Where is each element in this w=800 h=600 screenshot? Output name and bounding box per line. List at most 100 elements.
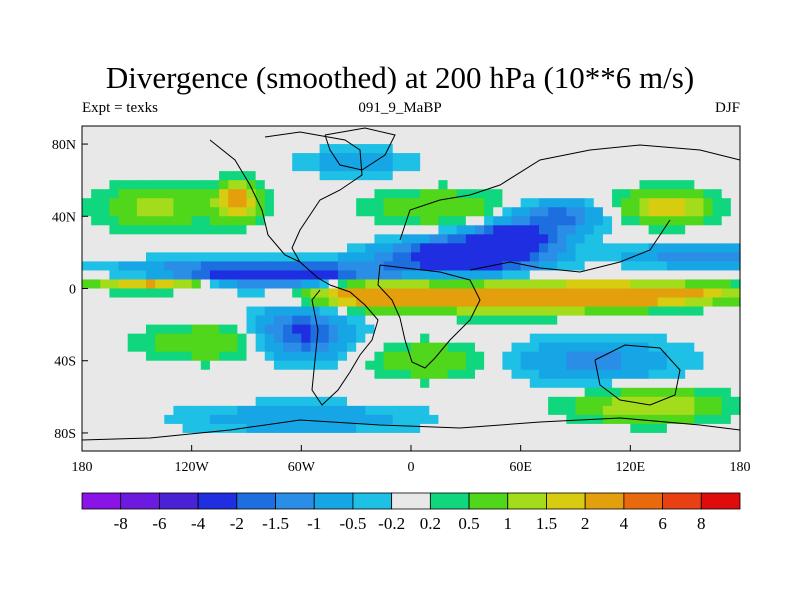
field-cell [648, 180, 659, 190]
field-cell [173, 216, 184, 226]
field-cell [356, 270, 366, 281]
field-cell [703, 270, 714, 281]
field-cell [657, 135, 668, 145]
field-cell [666, 441, 677, 452]
field-cell [612, 144, 622, 154]
field-cell [173, 405, 184, 416]
field-cell [502, 216, 513, 226]
field-cell [155, 171, 165, 181]
field-cell [712, 297, 723, 308]
field-cell [703, 405, 714, 416]
field-cell [82, 306, 92, 317]
field-cell [602, 315, 613, 326]
field-cell [347, 342, 357, 353]
field-cell [639, 144, 650, 154]
field-cell [310, 405, 321, 416]
field-cell [100, 360, 111, 371]
field-cell [374, 324, 385, 335]
field-cell [493, 423, 503, 434]
field-cell [337, 288, 348, 299]
field-cell [493, 153, 503, 163]
field-cell [209, 414, 220, 425]
field-cell [273, 270, 284, 281]
field-cell [685, 360, 695, 371]
field-cell [127, 216, 138, 226]
field-cell [648, 207, 659, 217]
field-cell [273, 441, 284, 452]
field-cell [91, 405, 101, 416]
field-cell [639, 441, 650, 452]
field-cell [465, 351, 476, 362]
field-cell [283, 441, 293, 452]
field-cell [392, 153, 403, 163]
field-cell [657, 315, 668, 326]
field-cell [237, 252, 248, 263]
field-cell [639, 387, 650, 398]
field-cell [347, 270, 357, 281]
field-cell [228, 324, 238, 335]
field-cell [328, 261, 339, 272]
field-cell [730, 351, 741, 362]
field-cell [666, 207, 677, 217]
field-cell [301, 315, 312, 326]
field-cell [347, 297, 357, 308]
field-cell [155, 270, 165, 281]
field-cell [82, 252, 92, 263]
field-cell [283, 369, 293, 380]
field-cell [575, 153, 586, 163]
field-cell [328, 189, 339, 199]
field-cell [173, 279, 184, 290]
field-cell [337, 342, 348, 353]
field-cell [602, 297, 613, 308]
field-cell [228, 432, 238, 443]
field-cell [182, 198, 193, 208]
field-cell [420, 369, 430, 380]
field-cell [557, 252, 567, 263]
field-cell [694, 162, 705, 172]
field-cell [721, 369, 732, 380]
field-cell [191, 234, 202, 244]
field-cell [420, 297, 430, 308]
field-cell [493, 126, 503, 136]
field-cell [337, 270, 348, 281]
field-cell [730, 297, 741, 308]
field-cell [301, 126, 312, 136]
field-cell [548, 180, 558, 190]
field-cell [328, 252, 339, 263]
field-cell [209, 135, 220, 145]
field-cell [374, 261, 385, 272]
field-cell [164, 387, 174, 398]
field-cell [319, 252, 330, 263]
field-cell [456, 234, 467, 244]
field-cell [529, 207, 540, 217]
field-cell [109, 189, 120, 199]
field-cell [465, 306, 476, 317]
field-cell [630, 441, 641, 452]
field-cell [474, 432, 485, 443]
field-cell [411, 414, 421, 425]
field-cell [191, 252, 202, 263]
field-cell [118, 171, 129, 181]
field-cell [319, 369, 330, 380]
field-cell [575, 270, 586, 281]
field-cell [429, 396, 440, 407]
field-cell [91, 162, 101, 172]
field-cell [209, 270, 220, 281]
field-cell [474, 414, 485, 425]
field-cell [575, 387, 586, 398]
field-cell [118, 279, 129, 290]
field-cell [721, 234, 732, 244]
field-cell [255, 333, 266, 344]
field-cell [502, 243, 513, 253]
field-cell [621, 333, 631, 344]
field-cell [429, 423, 440, 434]
field-cell [155, 315, 165, 326]
field-cell [219, 369, 229, 380]
field-cell [264, 279, 275, 290]
colorbar-swatch [313, 492, 354, 510]
field-cell [538, 342, 549, 353]
field-cell [127, 144, 138, 154]
colorbar-label: 1.5 [536, 514, 557, 533]
field-cell [82, 189, 92, 199]
field-cell [502, 189, 513, 199]
